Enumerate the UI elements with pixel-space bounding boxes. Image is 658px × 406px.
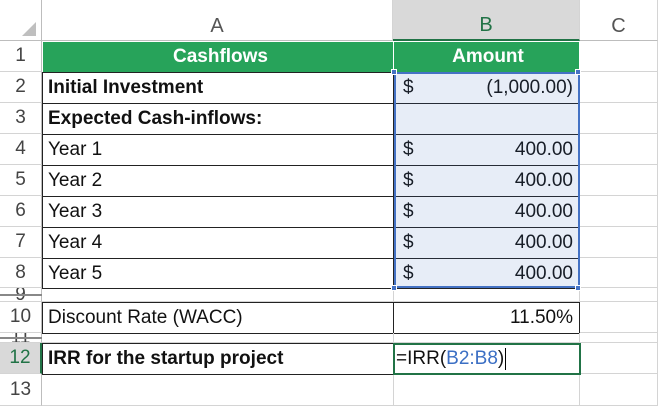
cell-text: Year 1 (48, 139, 103, 160)
cell-c[interactable] (580, 258, 658, 288)
cell-text: IRR for the startup project (48, 348, 284, 369)
column-header[interactable]: A (42, 0, 393, 41)
row-header[interactable]: 2 (0, 72, 42, 103)
amount: 400.00 (514, 262, 573, 284)
amount: 400.00 (514, 232, 573, 253)
formula-part: =IRR( (396, 348, 447, 369)
row-header[interactable]: 12 (0, 343, 42, 374)
cell-b[interactable]: $400.00 (393, 258, 580, 289)
cell-b[interactable] (393, 333, 580, 343)
cell-b[interactable]: Amount (393, 41, 580, 73)
corner-icon (22, 22, 36, 36)
cell-text: Year 2 (48, 170, 103, 191)
column-header[interactable]: B (393, 0, 580, 41)
cell-text: Discount Rate (WACC) (48, 307, 243, 328)
cell-a[interactable]: Discount Rate (WACC) (42, 302, 394, 334)
hidden-row-marker (0, 337, 42, 339)
cell-a[interactable]: IRR for the startup project (42, 343, 394, 375)
range-highlight (394, 72, 580, 288)
cell-a[interactable]: Initial Investment (42, 72, 394, 104)
row-header[interactable]: 3 (0, 103, 42, 134)
currency: $ (403, 170, 414, 191)
active-cell (393, 343, 581, 375)
cell-c[interactable] (580, 134, 658, 165)
cell-b[interactable] (393, 374, 580, 406)
range-handle[interactable] (391, 69, 397, 75)
cell-text: Initial Investment (48, 77, 204, 98)
cell-c[interactable] (580, 196, 658, 227)
currency: $ (403, 201, 414, 222)
amount: 400.00 (514, 139, 573, 160)
currency: $ (403, 262, 414, 284)
row-header[interactable]: 8 (0, 258, 42, 288)
cell-b[interactable] (393, 288, 580, 302)
cell-text: Cashflows (172, 46, 269, 67)
text-cursor (505, 348, 507, 370)
cell-a[interactable]: Year 5 (42, 258, 394, 289)
row-header[interactable]: 13 (0, 374, 42, 406)
row-header[interactable]: 10 (0, 302, 42, 333)
cell-a[interactable]: Year 1 (42, 134, 394, 166)
cell-a[interactable]: Year 4 (42, 227, 394, 259)
amount: 400.00 (514, 201, 573, 222)
cell-c[interactable] (580, 103, 658, 134)
amount: 400.00 (514, 170, 573, 191)
cell-a[interactable]: Year 3 (42, 196, 394, 228)
cell-a[interactable]: Cashflows (42, 41, 394, 73)
select-all-corner[interactable] (0, 0, 42, 41)
cell-a[interactable] (42, 374, 394, 406)
range-handle[interactable] (575, 285, 581, 291)
cell-text: Year 4 (48, 232, 103, 253)
row-header[interactable]: 1 (0, 41, 42, 72)
cell-c[interactable] (580, 72, 658, 103)
currency: $ (403, 77, 414, 98)
row-header[interactable]: 6 (0, 196, 42, 227)
range-handle[interactable] (391, 285, 397, 291)
formula-part: ) (497, 348, 505, 369)
cell-c[interactable] (580, 333, 658, 343)
amount: (1,000.00) (486, 77, 573, 98)
formula-part: B2:B8 (446, 348, 498, 369)
cell-text: Amount (452, 46, 524, 67)
cell-c[interactable] (580, 227, 658, 258)
cell-c[interactable] (580, 41, 658, 72)
cell-a[interactable] (42, 288, 394, 302)
hidden-row-marker (0, 294, 42, 296)
currency: $ (403, 232, 414, 253)
row-header[interactable]: 4 (0, 134, 42, 165)
currency: $ (403, 139, 414, 160)
column-header[interactable]: C (580, 0, 658, 41)
cell-c[interactable] (580, 343, 658, 374)
cell-text: Year 5 (48, 262, 103, 284)
cell-text: Year 3 (48, 201, 103, 222)
cell-a[interactable] (42, 333, 394, 343)
range-handle[interactable] (575, 69, 581, 75)
cell-text: Expected Cash-inflows: (48, 108, 263, 129)
cell-c[interactable] (580, 302, 658, 333)
amount: 11.50% (509, 307, 573, 328)
cell-a[interactable]: Expected Cash-inflows: (42, 103, 394, 135)
row-header[interactable]: 5 (0, 165, 42, 196)
cell-a[interactable]: Year 2 (42, 165, 394, 197)
cell-c[interactable] (580, 288, 658, 302)
cell-c[interactable] (580, 374, 658, 406)
cell-c[interactable] (580, 165, 658, 196)
row-header[interactable]: 7 (0, 227, 42, 258)
cell-b[interactable]: 11.50% (393, 302, 580, 334)
